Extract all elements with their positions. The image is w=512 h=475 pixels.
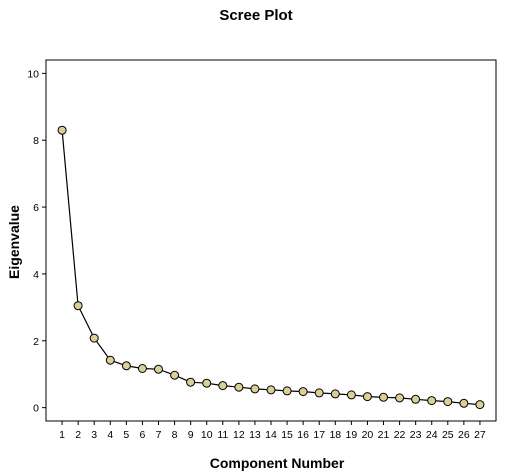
x-tick-label: 21 (378, 429, 390, 441)
data-point-24 (427, 396, 437, 406)
x-tick-label: 17 (313, 429, 325, 441)
data-point-12 (234, 382, 244, 392)
data-point-10 (202, 378, 212, 388)
x-tick-label: 9 (188, 429, 194, 441)
data-point-20 (362, 392, 372, 402)
data-point-15 (282, 386, 292, 396)
x-tick-label: 10 (201, 429, 213, 441)
x-tick-label: 11 (217, 429, 228, 441)
data-point-22 (395, 393, 405, 403)
data-point-6 (137, 364, 147, 373)
y-tick-label: 4 (33, 269, 39, 281)
x-tick-label: 16 (297, 429, 309, 441)
data-point-5 (121, 361, 131, 371)
y-tick-label: 0 (33, 403, 39, 415)
x-tick-label: 22 (394, 429, 406, 441)
x-tick-label: 15 (281, 429, 293, 441)
data-point-19 (346, 390, 356, 400)
x-tick-label: 2 (75, 429, 81, 441)
x-tick-label: 19 (346, 429, 358, 441)
y-tick-label: 2 (33, 336, 39, 348)
x-tick-label: 20 (362, 429, 374, 441)
data-point-21 (379, 392, 388, 402)
x-tick-label: 8 (172, 429, 178, 441)
x-tick-label: 18 (329, 429, 341, 441)
data-point-2 (73, 301, 83, 311)
x-tick-label: 14 (265, 429, 277, 441)
y-tick-label: 10 (27, 68, 39, 80)
data-point-14 (266, 385, 276, 395)
data-point-17 (314, 388, 324, 398)
data-point-23 (411, 394, 421, 404)
chart-title: Scree Plot (219, 7, 292, 24)
series-scree (57, 125, 485, 410)
x-tick-label: 12 (233, 429, 245, 441)
data-point-9 (186, 377, 196, 387)
data-point-18 (330, 389, 340, 399)
data-point-26 (459, 398, 469, 408)
x-tick-label: 26 (458, 429, 470, 441)
x-tick-label: 25 (442, 429, 454, 441)
data-point-7 (154, 364, 163, 374)
x-axis: 1 2 3 4 5 6 7 8 9 10 11 12 13 14 15 16 17 18 19 20 21 22 23 24 2… (59, 421, 486, 441)
data-point-3 (89, 333, 99, 343)
x-tick-label: 24 (426, 429, 438, 441)
x-tick-label: 23 (410, 429, 422, 441)
data-point-25 (443, 397, 453, 407)
data-point-16 (298, 387, 308, 397)
data-point-27 (475, 400, 485, 410)
x-tick-label: 5 (123, 429, 129, 441)
x-tick-label: 7 (156, 429, 162, 441)
y-axis-label: Eigenvalue (6, 205, 22, 279)
data-point-13 (250, 384, 260, 394)
y-tick-label: 6 (33, 202, 39, 214)
x-tick-label: 27 (474, 429, 486, 441)
plot-frame (45, 59, 497, 422)
data-point-11 (218, 381, 228, 391)
data-point-4 (105, 355, 115, 365)
x-tick-label: 3 (91, 429, 97, 441)
x-axis-label: Component Number (210, 455, 345, 471)
data-point-8 (170, 370, 180, 380)
x-tick-label: 13 (249, 429, 261, 441)
y-axis: 0 2 4 6 8 10 (27, 68, 46, 415)
x-tick-label: 4 (107, 429, 113, 441)
data-point-1 (57, 125, 67, 135)
y-tick-label: 8 (33, 135, 39, 147)
x-tick-label: 1 (59, 429, 65, 441)
x-tick-label: 6 (140, 429, 146, 441)
